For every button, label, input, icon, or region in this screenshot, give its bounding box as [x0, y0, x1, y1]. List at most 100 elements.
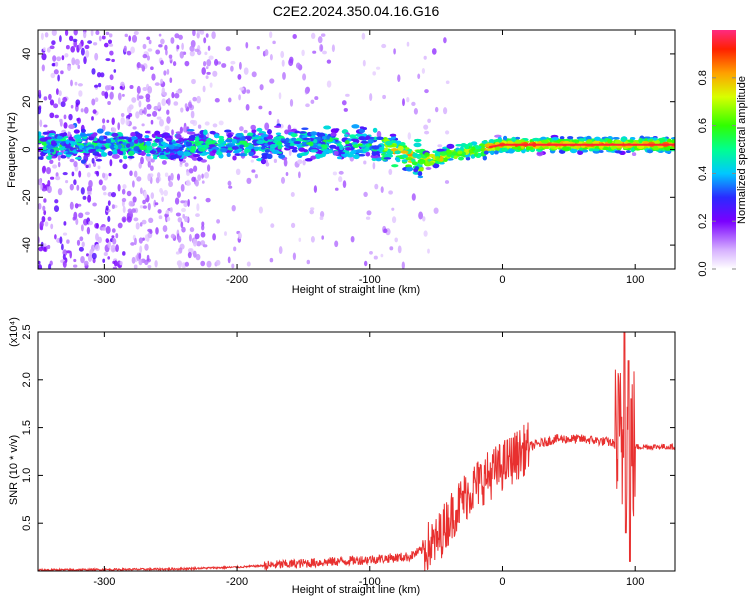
spectrogram-noise-cell: [38, 246, 44, 252]
spectrogram-band-cell: [139, 145, 146, 151]
spectrogram-noise-cell: [154, 260, 158, 268]
spectrogram-noise-cell: [406, 97, 410, 103]
spectrogram-noise-cell: [55, 175, 61, 181]
spectrogram-noise-cell: [154, 202, 159, 206]
spectrogram-noise-cell: [149, 230, 153, 234]
spectrogram-noise-cell: [84, 211, 90, 216]
spectrogram-noise-cell: [164, 172, 169, 177]
spectrogram-noise-cell: [107, 256, 111, 260]
spectrogram-noise-cell: [133, 264, 138, 269]
spectrogram-band-cell: [260, 146, 266, 150]
spectrogram-noise-cell: [40, 32, 44, 41]
spectrogram-noise-cell: [205, 75, 209, 79]
spectrogram-band-cell: [145, 140, 152, 146]
spectrogram-noise-cell: [132, 180, 135, 188]
spectrogram-noise-cell: [43, 47, 46, 51]
spectrogram-band-cell: [50, 156, 57, 159]
spectrogram-noise-cell: [203, 171, 210, 179]
spectrogram-noise-cell: [163, 91, 168, 97]
spectrogram-noise-cell: [239, 61, 242, 70]
spectrogram-noise-cell: [341, 100, 347, 106]
spectrogram-noise-cell: [120, 117, 125, 125]
spectrogram-band-cell: [395, 140, 402, 144]
spectrogram-noise-cell: [91, 116, 94, 121]
spectrogram-noise-cell: [292, 34, 297, 39]
spectrogram-noise-cell: [102, 118, 106, 124]
spectrogram-noise-cell: [206, 260, 212, 268]
spectrogram-noise-cell: [156, 172, 161, 179]
spectrogram-noise-cell: [142, 205, 147, 209]
spectrogram-noise-cell: [312, 50, 317, 54]
spectrogram-y-axis: -40 -20 0 20 40: [21, 48, 675, 253]
spectrogram-noise-cell: [39, 119, 43, 128]
spectrogram-noise-cell: [59, 35, 62, 43]
spectrogram-noise-cell: [73, 179, 77, 186]
spectrogram-band-cell: [339, 144, 344, 151]
spectrogram-band-cell: [293, 140, 302, 145]
spectrogram-noise-cell: [122, 184, 127, 190]
spectrogram-noise-cell: [91, 252, 97, 260]
spectrogram-noise-cell: [364, 260, 368, 267]
spectrogram-band-cell: [48, 132, 55, 136]
spectrogram-noise-cell: [167, 97, 171, 106]
spectrogram-noise-cell: [77, 83, 83, 87]
spectrogram-noise-cell: [417, 73, 421, 80]
spectrogram-band-cell: [149, 150, 157, 154]
spectrogram-band-cell: [592, 148, 600, 152]
spectrogram-band-cell: [118, 141, 123, 144]
colorbar-tick-label: 0.6: [697, 118, 709, 133]
spectrogram-noise-cell: [113, 260, 118, 267]
spectrogram-noise-cell: [121, 197, 127, 203]
spectrogram-band-cell: [260, 158, 267, 165]
spectrogram-band-cell: [122, 142, 127, 146]
snr-x-label: Height of straight line (km): [292, 584, 420, 596]
spectrogram-noise-cell: [191, 78, 196, 85]
spectrogram-noise-cell: [64, 53, 69, 58]
spectrogram-noise-cell: [55, 88, 59, 96]
spectrogram-band-cell: [76, 149, 84, 153]
spectrogram-band-cell: [199, 152, 208, 156]
spectrogram-noise-cell: [196, 240, 202, 247]
spectrogram-noise-cell: [214, 98, 220, 103]
spectrogram-band-cell: [65, 139, 70, 145]
spectrogram-band-cell: [111, 132, 119, 137]
spectrogram-noise-cell: [80, 224, 84, 232]
spectrogram-noise-cell: [245, 41, 249, 49]
spectrogram-band-cell: [168, 144, 176, 150]
spectrogram-band-cell: [436, 148, 445, 152]
spectrogram-noise-cell: [112, 238, 117, 245]
spectrogram-noise-cell: [48, 93, 52, 101]
spectrogram-noise-cell: [80, 255, 85, 264]
spectrogram-noise-cell: [139, 64, 144, 69]
spectrogram-noise-cell: [75, 99, 81, 106]
spectrogram-band-cell: [95, 158, 103, 162]
spectrogram-band-cell: [130, 132, 136, 137]
spectrogram-noise-cell: [320, 33, 326, 37]
spectrogram-noise-cell: [59, 236, 63, 245]
spectrogram-noise-cell: [373, 255, 378, 260]
spectrogram-noise-cell: [171, 129, 174, 136]
spectrogram-band-cell: [244, 149, 251, 153]
spectrogram-band-cell: [158, 154, 167, 159]
spectrogram-noise-cell: [122, 163, 128, 170]
spectrogram-noise-cell: [70, 79, 73, 87]
spectrogram-noise-cell: [159, 119, 164, 127]
spectrogram-band-cell: [503, 135, 508, 141]
spectrogram-noise-cell: [134, 237, 137, 246]
spectrogram-band-cell: [345, 147, 352, 151]
spectrogram-band-cell: [42, 150, 51, 153]
spectrogram-band-cell: [432, 163, 440, 169]
spectrogram-noise-cell: [310, 99, 315, 104]
spectrogram-band-cell: [171, 141, 177, 144]
spectrogram-noise-cell: [43, 243, 47, 247]
spectrogram-noise-cell: [245, 104, 250, 111]
spectrogram-noise-cell: [434, 106, 439, 113]
spectrogram-band-cell: [638, 137, 643, 144]
spectrogram-noise-cell: [49, 99, 55, 106]
spectrogram-noise-cell: [288, 58, 294, 67]
spectrogram-noise-cell: [83, 31, 87, 39]
spectrogram-noise-cell: [54, 234, 57, 240]
spectrogram-noise-cell: [350, 235, 355, 243]
spectrogram-band-cell: [358, 136, 366, 141]
spectrogram-band-cell: [178, 146, 183, 152]
